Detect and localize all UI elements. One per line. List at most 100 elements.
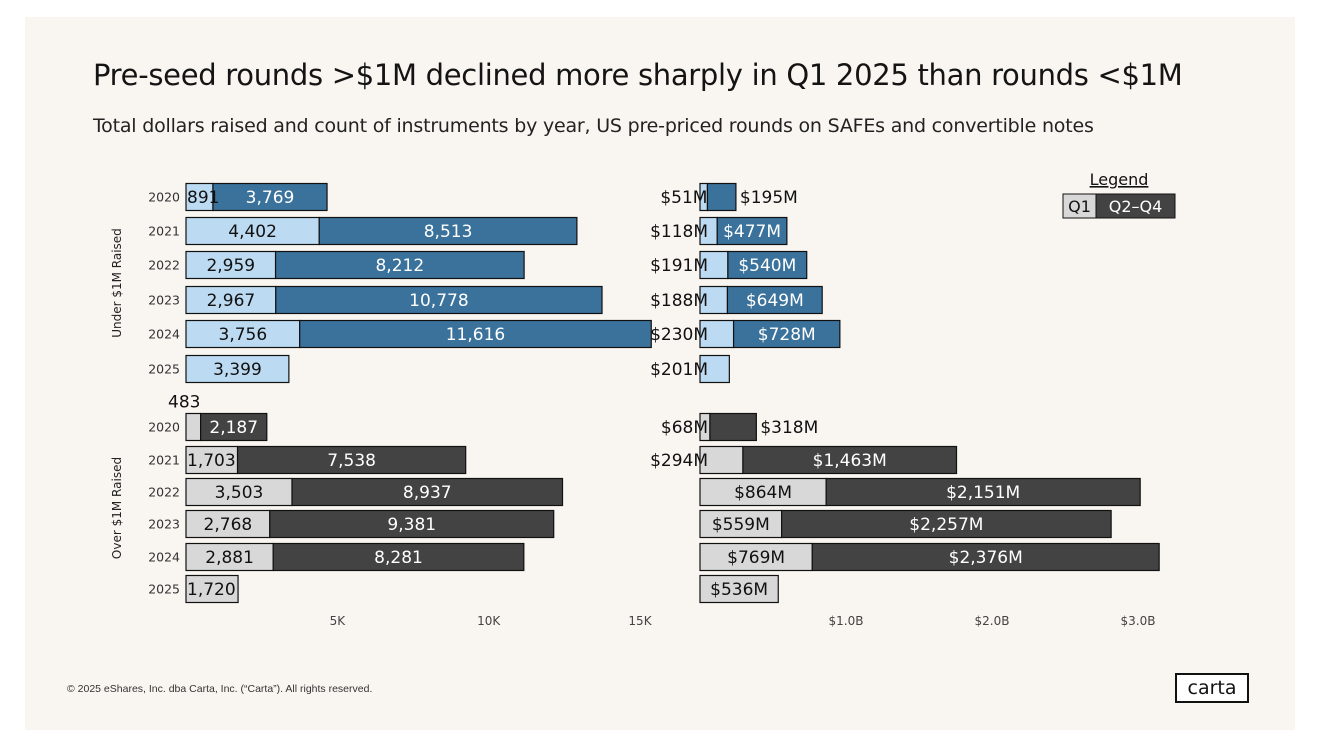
bar-q2q4	[274, 250, 525, 280]
q1-data-label: 1,703	[187, 451, 236, 471]
q1-data-label: $230M	[650, 325, 708, 345]
bar-q2q4	[781, 509, 1112, 539]
year-label: 2022	[148, 485, 180, 500]
group-label: Under $1M Raised	[110, 228, 124, 338]
q1-data-label: $536M	[710, 580, 768, 600]
q2q4-data-label: $649M	[746, 291, 804, 311]
x-tick-label: 15K	[628, 614, 652, 628]
q1-data-label: 483	[168, 393, 200, 413]
q2q4-data-label: $728M	[758, 325, 816, 345]
x-tick-label: 5K	[330, 614, 347, 628]
bar-q1	[699, 477, 827, 507]
bar-q2q4	[291, 477, 564, 507]
year-label: 2020	[148, 190, 180, 205]
bar-q2q4	[716, 216, 788, 246]
q2q4-data-label: 9,381	[387, 515, 436, 535]
q2q4-data-label: 8,212	[375, 256, 424, 276]
x-tick-label: $3.0B	[1121, 614, 1156, 628]
legend-swatch-q2q4	[1095, 193, 1176, 219]
q2q4-data-label: $195M	[740, 188, 798, 208]
q2q4-data-label: 8,937	[403, 483, 452, 503]
bar-q2q4	[299, 319, 652, 349]
chart-title: Pre-seed rounds >$1M declined more sharp…	[93, 58, 1183, 92]
q2q4-data-label: 10,778	[409, 291, 468, 311]
x-tick-label: 10K	[477, 614, 501, 628]
bar-q2q4	[200, 412, 268, 442]
bar-q1	[185, 509, 271, 539]
bar-q1	[185, 354, 290, 384]
q1-data-label: 2,967	[207, 291, 256, 311]
bar-q1	[699, 285, 729, 315]
q2q4-data-label: 2,187	[209, 418, 258, 438]
bar-q1	[185, 542, 274, 572]
carta-logo: carta	[1175, 673, 1249, 703]
q1-data-label: $191M	[650, 256, 708, 276]
chart-subtitle: Total dollars raised and count of instru…	[93, 115, 1094, 137]
bar-q1	[699, 574, 779, 604]
year-label: 2024	[148, 327, 180, 342]
year-label: 2024	[148, 550, 180, 565]
bar-q2q4	[706, 182, 737, 212]
x-tick-label: $1.0B	[829, 614, 864, 628]
q1-data-label: $118M	[650, 222, 708, 242]
bar-q2q4	[742, 445, 958, 475]
bar-q2q4	[236, 445, 467, 475]
bar-q2q4	[811, 542, 1160, 572]
q2q4-data-label: 3,769	[246, 188, 295, 208]
bar-q2q4	[275, 285, 603, 315]
year-label: 2022	[148, 258, 180, 273]
q1-data-label: 891	[187, 188, 219, 208]
q1-data-label: $188M	[650, 291, 708, 311]
year-label: 2020	[148, 420, 180, 435]
bar-q2q4	[732, 319, 841, 349]
bar-q1	[699, 509, 783, 539]
q2q4-data-label: 11,616	[446, 325, 505, 345]
bar-q2q4	[709, 412, 757, 442]
bar-q1	[185, 477, 293, 507]
x-tick-label: $2.0B	[975, 614, 1010, 628]
q1-data-label: $201M	[650, 360, 708, 380]
bar-q1	[185, 216, 320, 246]
q2q4-data-label: 8,281	[374, 548, 423, 568]
q1-data-label: 1,720	[187, 580, 236, 600]
q2q4-data-label: $2,151M	[946, 483, 1020, 503]
q1-data-label: $769M	[727, 548, 785, 568]
q1-data-label: 2,959	[206, 256, 255, 276]
q2q4-data-label: $540M	[738, 256, 796, 276]
bar-q2q4	[269, 509, 555, 539]
q2q4-data-label: $2,376M	[949, 548, 1023, 568]
bar-q1	[185, 574, 239, 604]
q2q4-data-label: 7,538	[327, 451, 376, 471]
legend-label-q1: Q1	[1068, 197, 1091, 216]
q1-data-label: 3,756	[219, 325, 268, 345]
bar-q2q4	[212, 182, 328, 212]
bar-q2q4	[825, 477, 1141, 507]
year-label: 2023	[148, 293, 180, 308]
year-label: 2025	[148, 362, 180, 377]
q1-data-label: 3,503	[215, 483, 264, 503]
bar-q2q4	[726, 285, 823, 315]
legend-label-q2q4: Q2–Q4	[1109, 197, 1163, 216]
q2q4-data-label: $1,463M	[813, 451, 887, 471]
q2q4-data-label: $2,257M	[909, 515, 983, 535]
year-label: 2023	[148, 517, 180, 532]
q1-data-label: $559M	[712, 515, 770, 535]
bar-q2q4	[727, 250, 808, 280]
bar-q1	[185, 412, 202, 442]
bar-q1	[185, 285, 277, 315]
bar-q1	[699, 354, 730, 384]
year-label: 2025	[148, 582, 180, 597]
bar-q1	[185, 250, 277, 280]
copyright-footer: © 2025 eShares, Inc. dba Carta, Inc. (“C…	[67, 683, 373, 695]
q1-data-label: $864M	[734, 483, 792, 503]
q1-data-label: 3,399	[213, 360, 262, 380]
bar-q1	[699, 250, 729, 280]
bar-q2q4	[272, 542, 525, 572]
bar-q2q4	[318, 216, 578, 246]
q1-data-label: 2,768	[204, 515, 253, 535]
year-label: 2021	[148, 224, 180, 239]
group-label: Over $1M Raised	[110, 457, 124, 559]
q1-data-label: 4,402	[228, 222, 277, 242]
q2q4-data-label: $477M	[723, 222, 781, 242]
